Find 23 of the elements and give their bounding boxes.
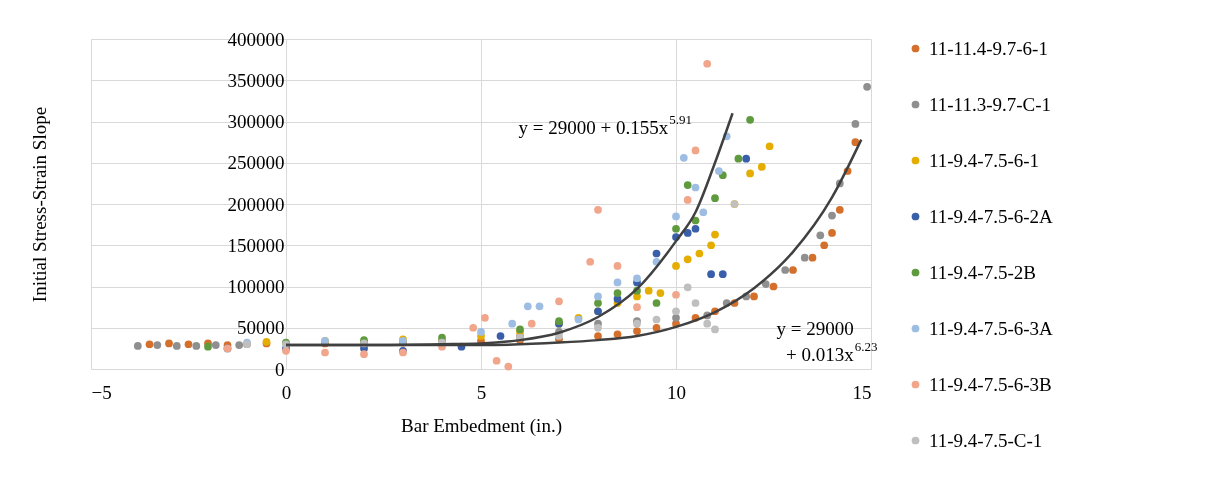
x-tick-label: 5 (476, 381, 487, 403)
y-tick-label: 300000 (227, 111, 285, 132)
y-tick-label: 50000 (237, 317, 285, 339)
y-tick-label: 150000 (227, 234, 285, 256)
x-tick-label: −5 (91, 381, 112, 403)
legend-label: 11-9.4-7.5-2B (929, 261, 1036, 283)
legend-label: 11-9.4-7.5-6-3B (929, 373, 1052, 395)
legend-label: 11-11.3-9.7-C-1 (929, 93, 1052, 115)
y-tick-label: 0 (275, 358, 285, 380)
y-tick-label: 100000 (227, 276, 285, 297)
x-axis-title: Bar Embedment (in.) (401, 414, 562, 437)
y-tick-label: 350000 (227, 69, 285, 91)
x-tick-label: 15 (852, 381, 872, 403)
y-axis-title: Initial Stress-Strain Slope (28, 106, 50, 303)
legend-label: 11-9.4-7.5-6-2A (929, 205, 1054, 227)
legend-label: 11-11.4-9.7-6-1 (929, 37, 1048, 59)
x-tick-label: 10 (667, 381, 686, 403)
y-tick-label: 250000 (227, 152, 285, 174)
y-tick-label: 400000 (227, 28, 285, 50)
legend-label: 11-9.4-7.5-6-1 (929, 149, 1040, 171)
y-tick-label: 200000 (227, 193, 285, 215)
legend-label: 11-9.4-7.5-C-1 (929, 429, 1043, 451)
legend-label: 11-9.4-7.5-6-3A (929, 317, 1054, 339)
